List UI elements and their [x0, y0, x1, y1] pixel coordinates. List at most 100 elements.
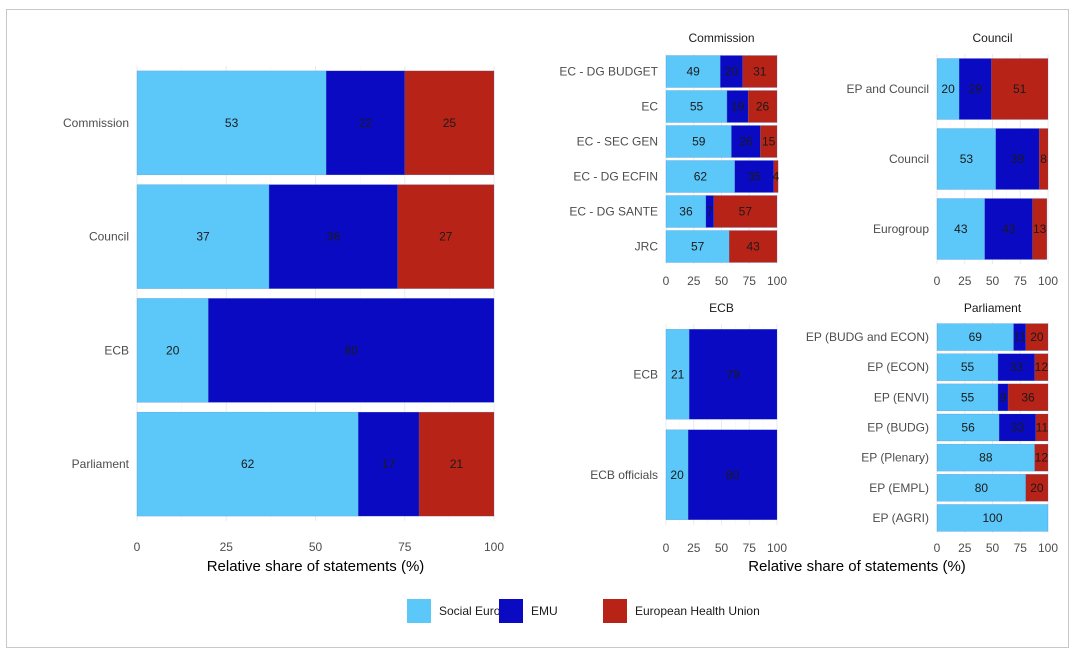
bar-council-council-social-europe	[936, 128, 997, 190]
bar-label-parliament-ep-envi-social-europe: 55	[961, 390, 975, 404]
bar-label-commission-ec-sec-gen-emu: 26	[739, 135, 753, 149]
ecb-strip	[666, 298, 777, 318]
panel-title-council: Council	[972, 31, 1012, 45]
category-label-parliament-ep-econ: EP (ECON)	[867, 360, 929, 374]
bar-label-commission-ec-dg-sante-social-europe: 36	[679, 205, 693, 219]
bar-council-ep-and-council-emu	[959, 58, 992, 120]
bar-commission-ec-dg-ecfin-european-health-union	[773, 160, 779, 193]
bar-label-commission-ec-dg-ecfin-emu: 35	[748, 170, 762, 184]
bar-label-commission-jrc-european-health-union: 43	[746, 240, 760, 254]
category-label-parliament-ep-budg-and-econ: EP (BUDG and ECON)	[806, 330, 929, 344]
legend-swatch-european-health-union	[603, 599, 627, 623]
bar-ecb-ecb-officials-emu	[688, 429, 778, 520]
bar-label-commission-ec-dg-sante-european-health-union: 57	[739, 205, 753, 219]
bar-label-council-eurogroup-emu: 43	[1002, 222, 1016, 236]
bar-label-main-ecb-social-europe: 20	[166, 343, 180, 357]
x-tick-main-25: 25	[220, 540, 234, 554]
bar-parliament-ep-budg-european-health-union	[1035, 413, 1049, 442]
x-tick-commission-50: 50	[715, 274, 729, 288]
bar-label-commission-ec-dg-sante-emu: 7	[707, 205, 714, 219]
bar-label-main-commission-european-health-union: 25	[443, 116, 457, 130]
x-tick-parliament-75: 75	[1014, 541, 1028, 555]
bar-label-commission-ec-dg-budget-social-europe: 49	[687, 65, 701, 79]
bar-parliament-ep-plenary-social-europe	[936, 443, 1035, 472]
x-tick-council-100: 100	[1038, 274, 1058, 288]
commission-strip	[666, 29, 777, 48]
bar-label-council-ep-and-council-european-health-union: 51	[1013, 82, 1027, 96]
x-tick-parliament-100: 100	[1038, 541, 1058, 555]
bar-label-ecb-ecb-social-europe: 21	[671, 367, 685, 381]
bar-label-commission-ec-dg-budget-emu: 20	[725, 65, 739, 79]
x-tick-main-75: 75	[398, 540, 412, 554]
bar-main-parliament-european-health-union	[418, 411, 495, 517]
bar-label-council-council-social-europe: 53	[960, 152, 974, 166]
x-tick-commission-0: 0	[663, 274, 670, 288]
bar-commission-ec-dg-budget-social-europe	[665, 55, 721, 88]
category-label-parliament-ep-empl: EP (EMPL)	[869, 481, 929, 495]
x-axis-title-right: Relative share of statements (%)	[748, 558, 966, 575]
bar-commission-ec-sec-gen-social-europe	[665, 125, 732, 158]
bar-label-commission-ec-sec-gen-european-health-union: 15	[762, 135, 776, 149]
category-label-commission-ec-dg-budget: EC - DG BUDGET	[559, 65, 658, 79]
bar-label-parliament-ep-empl-european-health-union: 20	[1030, 481, 1044, 495]
x-tick-commission-75: 75	[743, 274, 757, 288]
bar-label-council-council-emu: 39	[1011, 152, 1025, 166]
bar-council-eurogroup-emu	[984, 198, 1033, 260]
bar-label-commission-ec-social-europe: 55	[690, 100, 704, 114]
council-strip	[937, 29, 1048, 48]
bar-label-commission-ec-dg-ecfin-social-europe: 62	[694, 170, 708, 184]
bar-parliament-ep-budg-and-econ-european-health-union	[1025, 323, 1049, 351]
bar-commission-ec-dg-ecfin-social-europe	[665, 160, 736, 193]
bar-label-main-council-european-health-union: 27	[439, 230, 453, 244]
x-tick-ecb-25: 25	[687, 541, 701, 555]
x-tick-main-100: 100	[484, 540, 504, 554]
bar-label-parliament-ep-envi-emu: 9	[1000, 390, 1007, 404]
bar-label-parliament-ep-budg-european-health-union: 11	[1036, 421, 1049, 435]
bar-commission-ec-social-europe	[665, 90, 728, 123]
x-tick-council-50: 50	[986, 274, 1000, 288]
bar-commission-ec-dg-sante-social-europe	[665, 195, 707, 228]
bar-label-parliament-ep-econ-social-europe: 55	[961, 360, 975, 374]
bar-commission-ec-sec-gen-european-health-union	[760, 125, 778, 158]
bar-council-ep-and-council-european-health-union	[991, 58, 1049, 120]
panel-title-commission: Commission	[688, 31, 754, 45]
bar-label-parliament-ep-plenary-social-europe: 88	[979, 451, 993, 465]
x-tick-parliament-25: 25	[958, 541, 972, 555]
bar-label-main-commission-emu: 22	[359, 116, 373, 130]
x-tick-ecb-0: 0	[663, 541, 670, 555]
bar-commission-jrc-social-europe	[665, 230, 730, 263]
category-label-main-commission: Commission	[63, 116, 129, 130]
bar-main-parliament-emu	[358, 411, 420, 517]
x-tick-parliament-0: 0	[934, 541, 941, 555]
x-tick-parliament-50: 50	[986, 541, 1000, 555]
legend-swatch-social-europe	[407, 599, 431, 623]
bar-parliament-ep-agri-social-europe	[936, 504, 1049, 532]
bar-label-parliament-ep-plenary-european-health-union: 12	[1035, 451, 1049, 465]
bar-parliament-ep-budg-and-econ-social-europe	[936, 323, 1014, 351]
bar-label-commission-jrc-social-europe: 57	[691, 240, 705, 254]
bar-label-council-ep-and-council-social-europe: 20	[941, 82, 955, 96]
bar-council-eurogroup-social-europe	[936, 198, 985, 260]
bar-main-council-social-europe	[136, 184, 270, 289]
bar-label-ecb-ecb-emu: 79	[726, 367, 740, 381]
bar-label-main-commission-social-europe: 53	[225, 116, 239, 130]
bar-label-commission-ec-dg-ecfin-european-health-union: 4	[773, 170, 780, 184]
bar-parliament-ep-empl-social-europe	[936, 474, 1027, 502]
bar-council-council-european-health-union	[1038, 128, 1049, 190]
bar-parliament-ep-empl-european-health-union	[1025, 474, 1049, 502]
bar-label-parliament-ep-agri-social-europe: 100	[982, 511, 1002, 525]
bar-label-council-council-european-health-union: 8	[1040, 152, 1047, 166]
bar-label-main-parliament-social-europe: 62	[241, 457, 255, 471]
bar-label-parliament-ep-budg-social-europe: 56	[961, 421, 975, 435]
bar-parliament-ep-budg-emu	[998, 413, 1036, 442]
x-tick-ecb-100: 100	[767, 541, 787, 555]
bar-parliament-ep-econ-european-health-union	[1034, 353, 1049, 381]
category-label-commission-ec-sec-gen: EC - SEC GEN	[577, 135, 658, 149]
bar-commission-ec-sec-gen-emu	[731, 125, 761, 158]
x-axis-title-left: Relative share of statements (%)	[207, 558, 425, 575]
category-label-parliament-ep-envi: EP (ENVI)	[874, 390, 929, 404]
x-tick-commission-25: 25	[687, 274, 701, 288]
bar-parliament-ep-envi-european-health-union	[1007, 383, 1049, 412]
bar-label-parliament-ep-budg-and-econ-emu: 11	[1013, 330, 1026, 344]
bar-label-commission-ec-emu: 19	[731, 100, 745, 114]
